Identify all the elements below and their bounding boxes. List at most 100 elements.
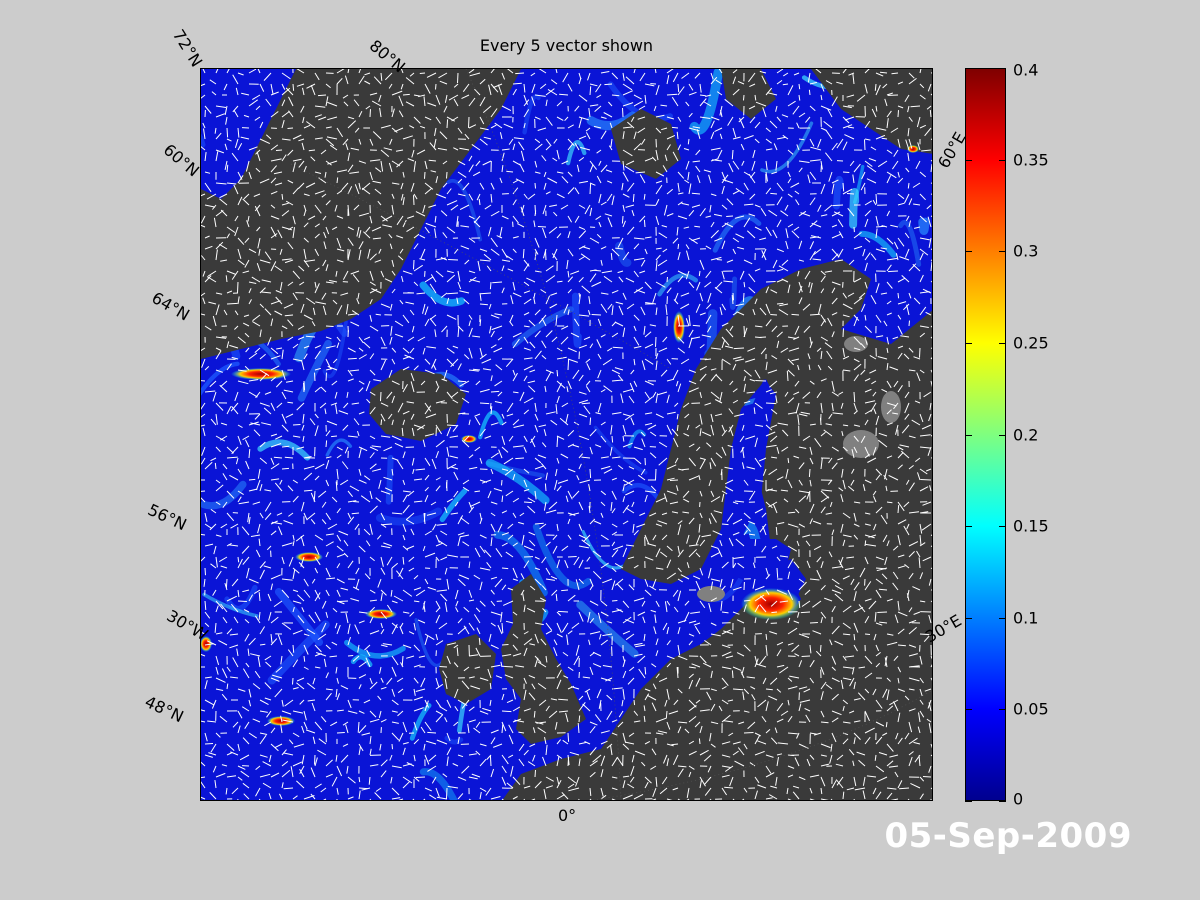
velocity-vector <box>259 441 266 448</box>
velocity-vector <box>817 204 822 212</box>
velocity-vector <box>338 530 349 536</box>
velocity-vector <box>304 259 316 263</box>
velocity-vector <box>424 457 431 467</box>
velocity-vector <box>490 237 498 248</box>
velocity-vector <box>631 501 635 508</box>
map-panel <box>200 68 933 801</box>
velocity-vector <box>212 391 217 402</box>
velocity-vector <box>457 618 463 624</box>
velocity-vector <box>919 446 931 449</box>
velocity-vector <box>545 655 548 663</box>
velocity-vector <box>759 655 767 665</box>
velocity-vector <box>600 435 607 443</box>
velocity-vector <box>338 410 349 415</box>
velocity-vector <box>413 754 416 762</box>
velocity-vector <box>556 485 562 492</box>
velocity-vector <box>325 281 334 284</box>
velocity-vector <box>600 456 609 459</box>
velocity-vector <box>274 688 283 698</box>
velocity-vector <box>215 149 225 154</box>
velocity-vector <box>881 573 888 580</box>
velocity-vector <box>721 303 727 311</box>
velocity-vector <box>919 94 926 100</box>
velocity-vector <box>508 724 514 734</box>
velocity-vector <box>610 745 613 756</box>
velocity-vector <box>486 561 492 569</box>
velocity-vector <box>424 276 433 283</box>
velocity-vector <box>229 344 239 349</box>
velocity-vector <box>677 726 682 734</box>
velocity-vector <box>621 699 624 707</box>
velocity-vector <box>296 780 305 789</box>
velocity-vector <box>853 523 860 527</box>
velocity-vector <box>489 755 492 767</box>
velocity-vector <box>807 72 811 83</box>
velocity-vector <box>420 380 426 386</box>
velocity-vector <box>650 485 657 492</box>
velocity-vector <box>567 215 573 223</box>
velocity-vector <box>303 456 312 459</box>
velocity-vector <box>665 304 668 316</box>
velocity-vector <box>793 620 800 624</box>
velocity-vector <box>853 231 862 239</box>
velocity-vector <box>642 616 646 624</box>
velocity-vector <box>556 280 563 283</box>
velocity-vector <box>241 706 250 712</box>
velocity-vector <box>912 182 921 188</box>
velocity-vector <box>226 290 233 294</box>
velocity-vector <box>556 356 567 360</box>
velocity-vector <box>241 545 250 554</box>
velocity-vector <box>578 116 589 121</box>
velocity-vector <box>655 215 660 226</box>
velocity-vector <box>787 617 791 624</box>
velocity-vector <box>596 688 602 699</box>
velocity-vector <box>809 732 817 735</box>
velocity-vector <box>767 489 778 492</box>
velocity-vector <box>345 612 349 624</box>
velocity-vector <box>831 297 838 305</box>
velocity-vector <box>596 94 602 99</box>
velocity-vector <box>781 278 789 283</box>
velocity-vector <box>719 540 723 547</box>
velocity-vector <box>754 655 758 665</box>
velocity-vector <box>226 341 230 349</box>
velocity-vector <box>402 270 413 275</box>
velocity-vector <box>602 578 613 584</box>
velocity-vector <box>479 78 486 85</box>
velocity-vector <box>302 116 305 124</box>
velocity-vector <box>287 336 294 341</box>
velocity-vector <box>808 89 811 96</box>
velocity-vector <box>677 116 682 122</box>
velocity-vector <box>412 468 415 475</box>
velocity-vector <box>490 69 495 74</box>
velocity-vector <box>211 91 217 96</box>
velocity-vector <box>864 69 870 74</box>
velocity-vector <box>677 83 680 93</box>
velocity-vector <box>311 578 316 584</box>
velocity-vector <box>614 367 624 371</box>
velocity-vector <box>728 537 734 547</box>
velocity-vector <box>394 320 404 327</box>
velocity-vector <box>732 688 744 691</box>
velocity-vector <box>834 640 844 646</box>
velocity-vector <box>658 457 668 466</box>
velocity-vector <box>270 677 280 682</box>
velocity-vector <box>473 220 481 228</box>
velocity-vector <box>635 644 646 648</box>
velocity-vector <box>314 171 322 174</box>
velocity-vector <box>607 347 613 352</box>
velocity-vector <box>663 754 668 764</box>
velocity-vector <box>820 763 830 767</box>
velocity-vector <box>287 281 294 287</box>
velocity-vector <box>270 365 280 371</box>
velocity-vector <box>490 402 492 409</box>
velocity-vector <box>252 314 261 322</box>
velocity-vector <box>281 749 287 756</box>
velocity-vector <box>408 556 415 562</box>
velocity-vector <box>534 160 538 168</box>
velocity-vector <box>410 182 415 192</box>
velocity-vector <box>245 460 250 470</box>
velocity-vector <box>540 462 547 470</box>
velocity-vector <box>201 83 206 87</box>
velocity-vector <box>561 160 569 165</box>
